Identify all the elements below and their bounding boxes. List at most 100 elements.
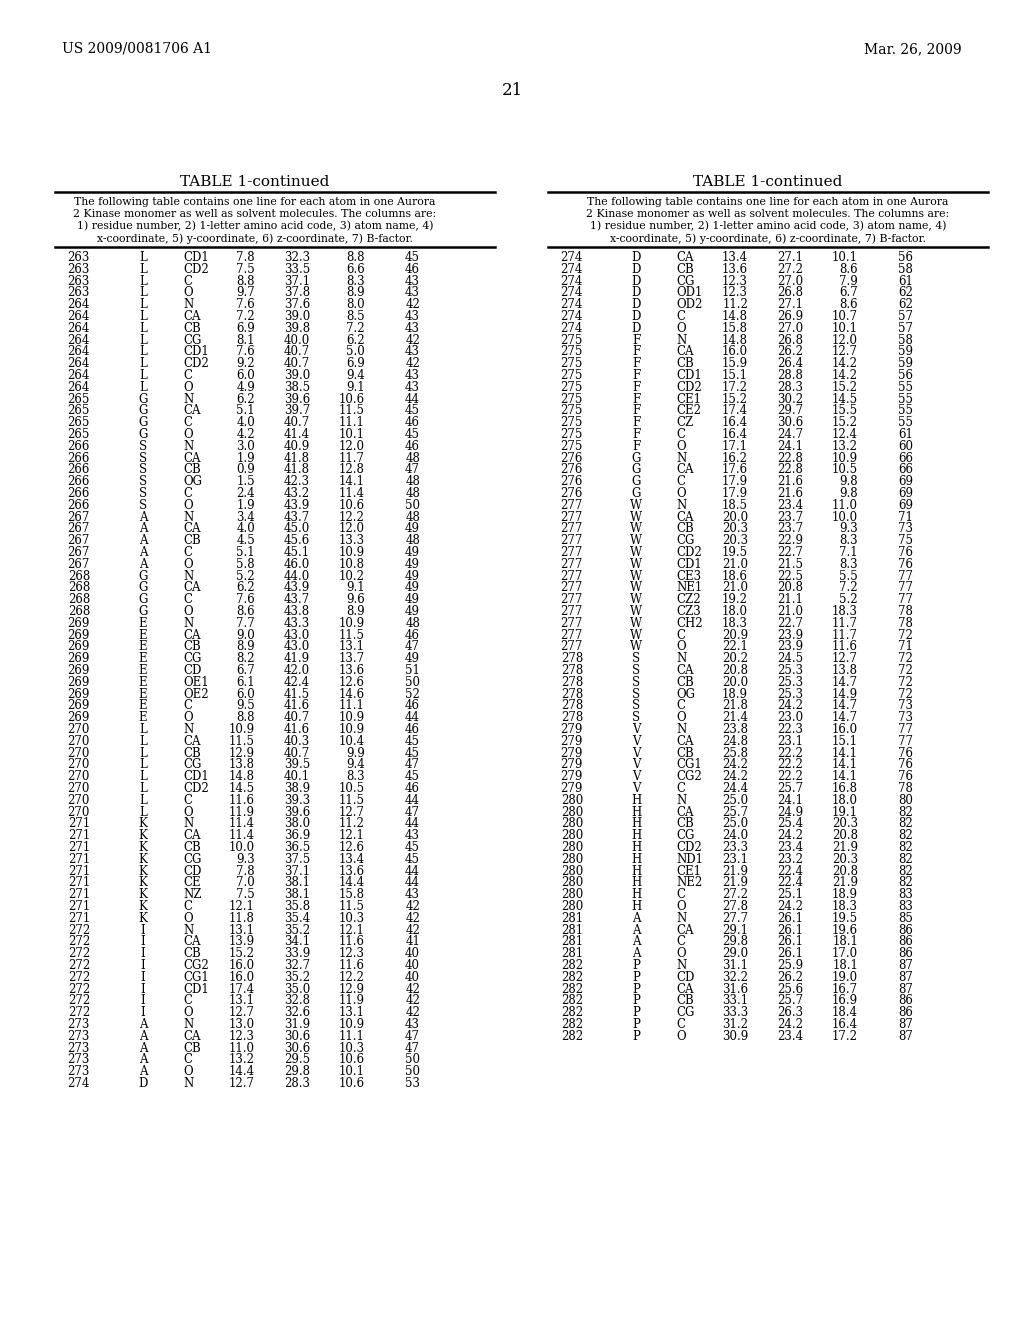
Text: 41.6: 41.6: [284, 700, 310, 713]
Text: 40.7: 40.7: [284, 346, 310, 359]
Text: 17.4: 17.4: [722, 404, 748, 417]
Text: CZ2: CZ2: [676, 593, 700, 606]
Text: 12.1: 12.1: [229, 900, 255, 913]
Text: 277: 277: [560, 511, 583, 524]
Text: O: O: [676, 322, 686, 335]
Text: 8.5: 8.5: [346, 310, 365, 323]
Text: 82: 82: [898, 829, 913, 842]
Text: P: P: [632, 1018, 640, 1031]
Text: S: S: [139, 463, 147, 477]
Text: 21.0: 21.0: [777, 605, 803, 618]
Text: E: E: [138, 711, 147, 725]
Text: P: P: [632, 1030, 640, 1043]
Text: 268: 268: [68, 593, 90, 606]
Text: 44: 44: [406, 876, 420, 890]
Text: 43: 43: [406, 380, 420, 393]
Text: 9.0: 9.0: [237, 628, 255, 642]
Text: 10.3: 10.3: [339, 1041, 365, 1055]
Text: 269: 269: [68, 700, 90, 713]
Text: 26.1: 26.1: [777, 948, 803, 960]
Text: 41: 41: [406, 936, 420, 948]
Text: 263: 263: [68, 275, 90, 288]
Text: F: F: [632, 428, 640, 441]
Text: C: C: [183, 1053, 193, 1067]
Text: C: C: [183, 416, 193, 429]
Text: W: W: [630, 558, 642, 570]
Text: CB: CB: [183, 841, 201, 854]
Text: 14.7: 14.7: [831, 711, 858, 725]
Text: A: A: [138, 546, 147, 558]
Text: The following table contains one line for each atom in one Aurora: The following table contains one line fo…: [588, 197, 948, 207]
Text: 280: 280: [561, 817, 583, 830]
Text: 55: 55: [898, 416, 913, 429]
Text: 82: 82: [898, 841, 913, 854]
Text: N: N: [676, 652, 686, 665]
Text: L: L: [139, 275, 146, 288]
Text: CA: CA: [676, 664, 693, 677]
Text: O: O: [676, 948, 686, 960]
Text: 11.7: 11.7: [831, 616, 858, 630]
Text: 46: 46: [406, 440, 420, 453]
Text: 22.2: 22.2: [777, 759, 803, 771]
Text: 13.1: 13.1: [339, 1006, 365, 1019]
Text: L: L: [139, 322, 146, 335]
Text: 11.0: 11.0: [831, 499, 858, 512]
Text: C: C: [183, 370, 193, 381]
Text: 16.7: 16.7: [831, 982, 858, 995]
Text: 30.6: 30.6: [777, 416, 803, 429]
Text: CA: CA: [183, 404, 201, 417]
Text: 269: 269: [68, 616, 90, 630]
Text: 7.6: 7.6: [237, 298, 255, 312]
Text: 11.1: 11.1: [339, 700, 365, 713]
Text: 278: 278: [561, 664, 583, 677]
Text: 44: 44: [406, 817, 420, 830]
Text: TABLE 1-continued: TABLE 1-continued: [693, 176, 843, 189]
Text: 14.5: 14.5: [831, 392, 858, 405]
Text: N: N: [183, 511, 194, 524]
Text: 24.1: 24.1: [777, 793, 803, 807]
Text: C: C: [183, 546, 193, 558]
Text: 24.7: 24.7: [777, 428, 803, 441]
Text: CG1: CG1: [676, 759, 701, 771]
Text: 274: 274: [560, 310, 583, 323]
Text: 266: 266: [68, 475, 90, 488]
Text: 16.0: 16.0: [722, 346, 748, 359]
Text: 32.8: 32.8: [284, 994, 310, 1007]
Text: C: C: [676, 888, 685, 902]
Text: 280: 280: [561, 865, 583, 878]
Text: CE1: CE1: [676, 392, 701, 405]
Text: 282: 282: [561, 982, 583, 995]
Text: 265: 265: [68, 416, 90, 429]
Text: 23.4: 23.4: [777, 499, 803, 512]
Text: 61: 61: [898, 428, 913, 441]
Text: 24.0: 24.0: [722, 829, 748, 842]
Text: 5.1: 5.1: [237, 546, 255, 558]
Text: 277: 277: [560, 616, 583, 630]
Text: 4.0: 4.0: [237, 523, 255, 536]
Text: 273: 273: [68, 1041, 90, 1055]
Text: D: D: [632, 322, 641, 335]
Text: 267: 267: [68, 523, 90, 536]
Text: 35.2: 35.2: [284, 924, 310, 937]
Text: 275: 275: [560, 416, 583, 429]
Text: 40: 40: [406, 960, 420, 972]
Text: 27.2: 27.2: [722, 888, 748, 902]
Text: 86: 86: [898, 924, 913, 937]
Text: CG1: CG1: [183, 970, 209, 983]
Text: 9.3: 9.3: [237, 853, 255, 866]
Text: 3.0: 3.0: [237, 440, 255, 453]
Text: 72: 72: [898, 688, 913, 701]
Text: CA: CA: [676, 982, 693, 995]
Text: NE2: NE2: [676, 876, 702, 890]
Text: 272: 272: [68, 936, 90, 948]
Text: 6.2: 6.2: [237, 392, 255, 405]
Text: 24.4: 24.4: [722, 781, 748, 795]
Text: 46: 46: [406, 628, 420, 642]
Text: CE1: CE1: [676, 865, 701, 878]
Text: 11.4: 11.4: [229, 817, 255, 830]
Text: 275: 275: [560, 370, 583, 381]
Text: 76: 76: [898, 558, 913, 570]
Text: 13.7: 13.7: [339, 652, 365, 665]
Text: 15.8: 15.8: [722, 322, 748, 335]
Text: O: O: [183, 1065, 193, 1078]
